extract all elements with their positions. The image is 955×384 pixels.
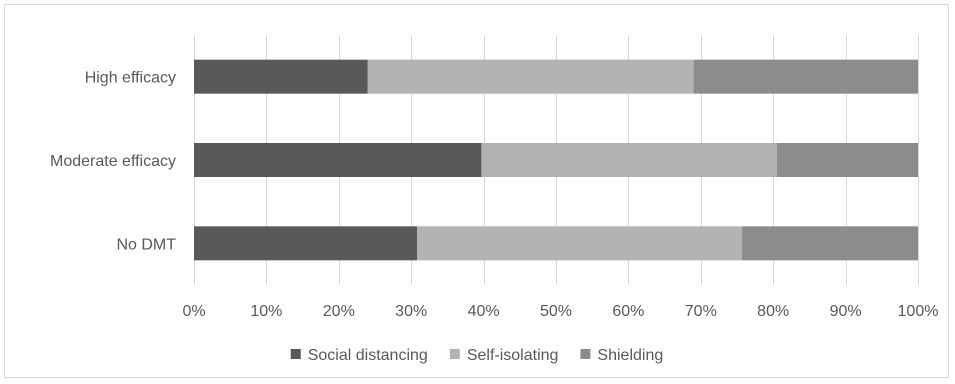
bar-shielding-1 [776,143,918,177]
legend: Social distancing Self-isolating Shielding [290,347,663,364]
legend-item: Social distancing [290,347,428,364]
bars [194,59,918,261]
x-tick-label: 60% [612,303,644,320]
x-tick-label: 10% [250,303,282,320]
legend-swatch [580,349,591,359]
legend-swatch [290,349,301,359]
x-tick-label: 0% [182,303,205,320]
bar-social-distancing-0 [194,59,368,94]
bar-social-distancing-2 [194,226,417,261]
bar-self-isolating-1 [481,143,777,177]
x-tick-label: 90% [830,303,862,320]
legend-label: Shielding [597,347,663,364]
bar-shielding-0 [693,59,918,94]
legend-item: Shielding [580,347,663,364]
category-labels: High efficacy Moderate efficacy No DMT [50,70,176,254]
legend-swatch [449,349,460,359]
bar-self-isolating-0 [367,59,694,94]
x-tick-label: 50% [540,303,572,320]
x-tick-label: 20% [323,303,355,320]
x-tick-label: 70% [685,303,717,320]
x-tick-label: 80% [757,303,789,320]
x-tick-label: 40% [468,303,500,320]
category-label: High efficacy [85,70,176,87]
bar-shielding-2 [742,226,918,261]
category-label: Moderate efficacy [50,153,176,170]
x-tick-label: 30% [395,303,427,320]
x-tick-labels: 0% 10% 20% 30% 40% 50% 60% 70% 80% 90% 100% [182,303,938,320]
legend-label: Social distancing [308,347,428,364]
legend-label: Self-isolating [467,347,559,364]
x-tick-label: 100% [898,303,939,320]
bar-social-distancing-1 [194,143,482,177]
bar-self-isolating-2 [416,226,743,261]
legend-item: Self-isolating [449,347,559,364]
category-label: No DMT [116,236,176,253]
